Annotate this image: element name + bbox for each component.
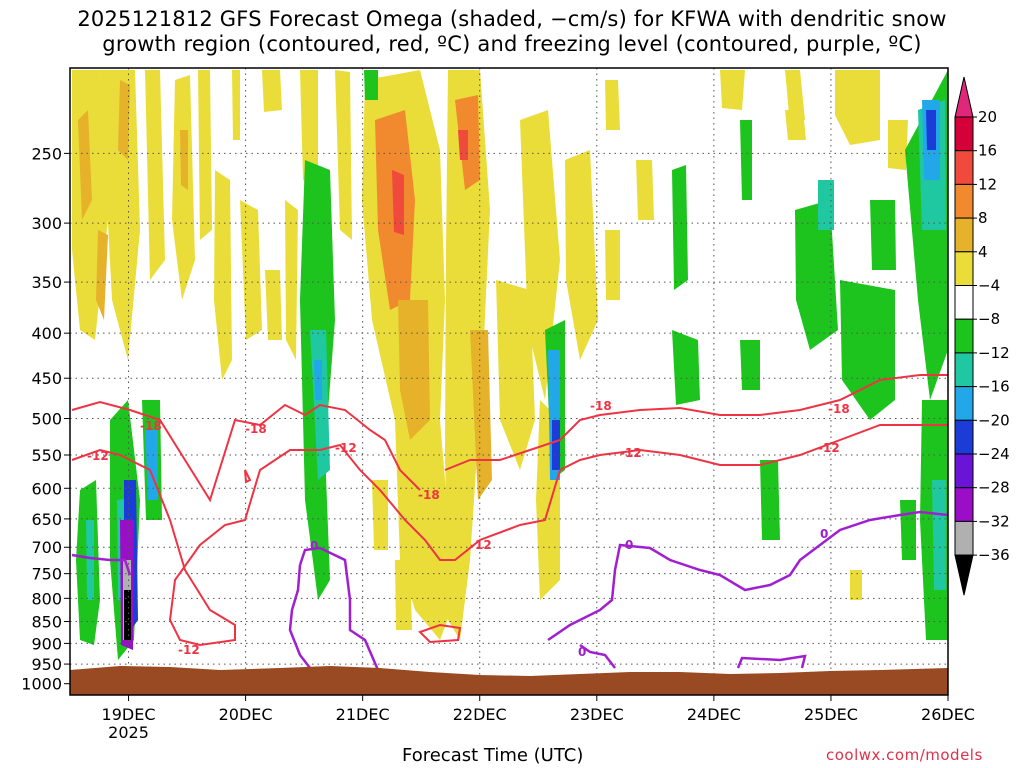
y-tick-label: 950 <box>31 655 62 674</box>
y-tick-label: 450 <box>31 369 62 388</box>
colorbar-swatch <box>954 453 974 489</box>
colorbar-swatch <box>954 150 974 185</box>
colorbar-top-arrow <box>954 76 974 118</box>
colorbar-label: 8 <box>978 209 988 227</box>
colorbar-label: 20 <box>978 108 997 126</box>
colorbar-label: −8 <box>978 310 1000 328</box>
colorbar-label: −24 <box>978 445 1010 463</box>
x-tick-label: 20DEC <box>219 705 273 724</box>
y-tick-label: 1000 <box>21 675 62 694</box>
y-tick-label: 800 <box>31 589 62 608</box>
contour-label: -12 <box>87 449 109 463</box>
y-tick-label: 600 <box>31 479 62 498</box>
contour-label: 0 <box>310 539 318 553</box>
y-tick-label: 850 <box>31 613 62 632</box>
y-tick-label: 700 <box>31 538 62 557</box>
omega-shading <box>72 70 948 660</box>
colorbar-label: 4 <box>978 243 988 261</box>
colorbar-swatch <box>954 352 974 388</box>
plot-area <box>70 68 948 695</box>
x-tick-label: 26DEC <box>921 705 975 724</box>
colorbar-swatch <box>954 487 974 522</box>
colorbar-swatch <box>954 318 974 354</box>
x-tick-label: 24DEC <box>687 705 741 724</box>
colorbar-swatch <box>954 386 974 421</box>
x-tick-label: 25DEC <box>804 705 858 724</box>
colorbar-label: 12 <box>978 175 997 193</box>
colorbar-label: −32 <box>978 512 1010 530</box>
colorbar-label: −36 <box>978 546 1010 564</box>
plot-frame <box>69 67 949 696</box>
colorbar-swatch <box>954 419 974 455</box>
y-tick-label: 550 <box>31 446 62 465</box>
contour-label: 0 <box>625 538 633 552</box>
colorbar-label: −16 <box>978 378 1010 396</box>
colorbar-label: 16 <box>978 142 997 160</box>
contour-label: -12 <box>470 538 492 552</box>
contour-label: -18 <box>140 419 162 433</box>
y-tick-label: 350 <box>31 273 62 292</box>
colorbar-swatch <box>954 217 974 253</box>
y-tick-label: 400 <box>31 324 62 343</box>
colorbar-swatch <box>954 183 974 219</box>
x-axis-title: Forecast Time (UTC) <box>402 745 584 766</box>
contour-label: -18 <box>828 402 850 416</box>
chart-title-line-1: 2025121812 GFS Forecast Omega (shaded, −… <box>77 7 947 31</box>
y-axis: 250 300 350 400 450 500 550 600 650 700 750 800 850 9… <box>21 144 70 694</box>
colorbar-label: −4 <box>978 277 1000 295</box>
x-tick-label: 21DEC <box>336 705 390 724</box>
contour-labels: -12 -18 -18 -12 -18 -12 -18 -12 -18 -12 … <box>87 399 850 659</box>
contour-label: -18 <box>590 399 612 413</box>
y-tick-label: 750 <box>31 565 62 584</box>
contour-label: 0 <box>820 527 828 541</box>
contour-label: 0 <box>578 645 586 659</box>
colorbar-bottom-arrow <box>954 554 974 596</box>
contour-label: -18 <box>245 422 267 436</box>
y-tick-label: 900 <box>31 634 62 653</box>
dgz-contours <box>71 374 948 647</box>
colorbar: 20 16 12 8 4 −4 −8 −12 −16 −20 −24 −28 −32 −36 <box>954 76 1010 596</box>
terrain <box>70 666 948 695</box>
freezing-level-contour <box>71 510 948 671</box>
contour-label: -12 <box>620 446 642 460</box>
colorbar-label: −28 <box>978 479 1010 497</box>
x-tick-sublabel: 2025 <box>108 723 149 742</box>
colorbar-swatch <box>954 285 974 320</box>
chart-title-line-2: growth region (contoured, red, ºC) and f… <box>102 32 922 56</box>
x-tick-label: 22DEC <box>453 705 507 724</box>
y-tick-label: 500 <box>31 410 62 429</box>
y-tick-label: 250 <box>31 144 62 163</box>
contour-label: -18 <box>418 488 440 502</box>
contour-label: -12 <box>818 441 840 455</box>
colorbar-label: −12 <box>978 344 1010 362</box>
contour-label: -12 <box>335 441 357 455</box>
contour-label: -12 <box>178 643 200 657</box>
colorbar-swatch <box>954 116 974 152</box>
colorbar-swatch <box>954 251 974 287</box>
y-tick-label: 300 <box>31 214 62 233</box>
colorbar-label: −20 <box>978 411 1010 429</box>
credit-link[interactable]: coolwx.com/models <box>826 746 983 764</box>
x-tick-label: 23DEC <box>570 705 624 724</box>
colorbar-swatch <box>954 520 974 556</box>
x-tick-label: 19DEC <box>102 705 156 724</box>
y-tick-label: 650 <box>31 510 62 529</box>
